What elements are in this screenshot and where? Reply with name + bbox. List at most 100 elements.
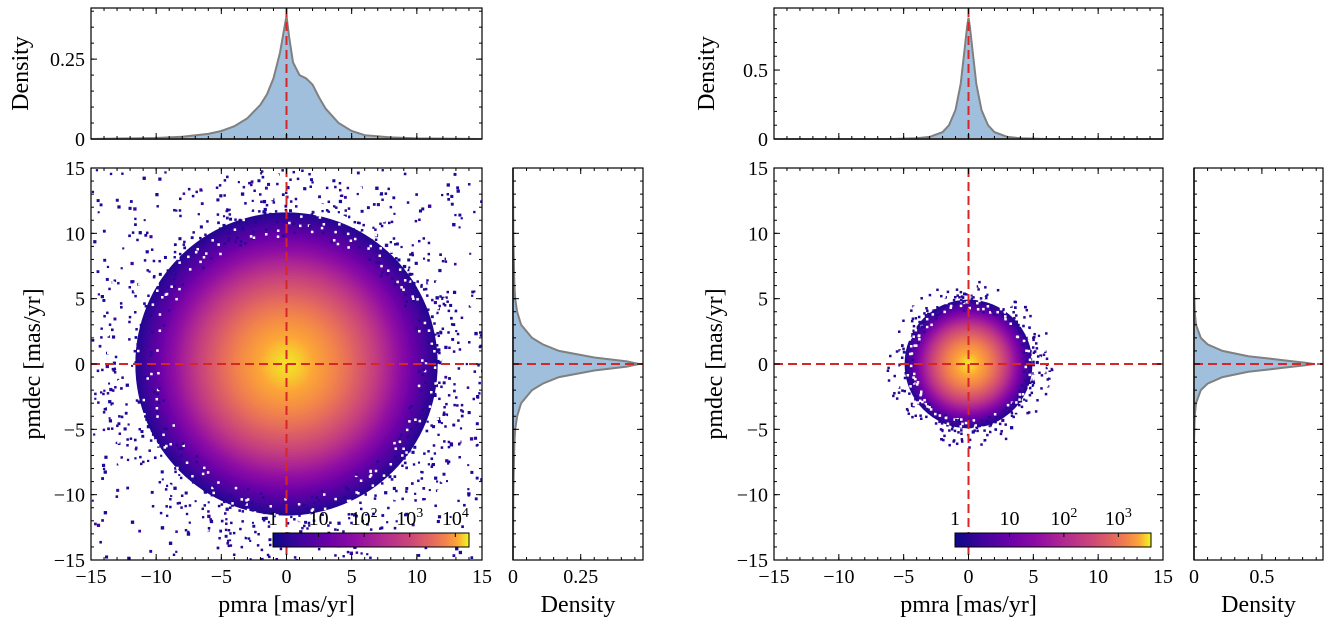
left-edge-speckle	[200, 238, 203, 241]
right-edge-speckle	[912, 376, 915, 379]
left-edge-speckle	[163, 427, 166, 431]
left-scatter-pixel	[113, 279, 117, 283]
left-scatter-pixel	[447, 445, 451, 449]
left-edge-speckle	[262, 519, 266, 522]
left-edge-speckle	[433, 392, 437, 396]
left-edge-speckle	[386, 272, 389, 276]
left-edge-speckle	[390, 250, 393, 253]
right-edge-speckle	[1012, 322, 1016, 326]
left-edge-speckle	[179, 476, 183, 480]
right-edge-speckle	[999, 425, 1003, 429]
left-edge-speckle	[439, 361, 442, 365]
right-edge-speckle	[1014, 414, 1018, 417]
right-edge-speckle	[997, 291, 1000, 294]
right-edge-speckle	[976, 429, 979, 433]
right-edge-speckle	[1019, 400, 1023, 403]
left-edge-speckle	[323, 493, 326, 496]
right-edge-speckle	[996, 288, 1000, 292]
left-scatter-pixel	[453, 172, 457, 176]
left-edge-speckle	[294, 525, 298, 528]
left-edge-speckle	[346, 499, 350, 503]
left-scatter-pixel	[414, 261, 418, 265]
right-edge-speckle	[959, 425, 963, 428]
left-edge-speckle	[205, 252, 208, 255]
left-scatter-pixel	[437, 515, 442, 519]
left-scatter-pixel	[97, 293, 100, 296]
left-edge-speckle	[458, 360, 461, 364]
right-edge-speckle	[1020, 405, 1024, 409]
left-scatter-pixel	[134, 336, 138, 339]
right-edge-speckle	[1001, 314, 1004, 317]
left-edge-speckle	[227, 544, 231, 548]
right-edge-speckle	[1012, 415, 1015, 419]
left-edge-speckle	[106, 333, 110, 337]
left-edge-speckle	[345, 486, 348, 489]
left-scatter-pixel	[160, 470, 164, 474]
left-scatter-pixel	[410, 482, 414, 485]
left-scatter-pixel	[386, 521, 389, 524]
right-edge-speckle	[914, 398, 917, 401]
left-edge-speckle	[331, 519, 334, 522]
left-edge-speckle	[227, 239, 230, 242]
right-edge-speckle	[888, 360, 891, 363]
right-edge-speckle	[950, 428, 954, 431]
left-edge-speckle	[178, 447, 181, 450]
left-edge-speckle	[155, 397, 159, 401]
right-edge-speckle	[933, 309, 937, 312]
left-scatter-pixel	[397, 258, 401, 262]
left-edge-speckle	[157, 371, 160, 375]
right-edge-speckle	[1027, 406, 1030, 410]
left-edge-speckle	[294, 186, 298, 189]
right-edge-speckle	[899, 340, 903, 344]
left-edge-speckle	[319, 522, 323, 526]
left-scatter-pixel	[407, 258, 411, 262]
left-edge-speckle	[176, 466, 179, 470]
left-scatter-pixel	[108, 417, 111, 420]
left-edge-speckle	[404, 293, 407, 296]
left-edge-speckle	[299, 512, 302, 515]
right-scatter-pixel	[951, 425, 955, 428]
left-edge-speckle	[392, 204, 395, 207]
left-edge-speckle	[239, 527, 242, 531]
right-colorbar-label: 10	[999, 508, 1019, 530]
left-edge-speckle	[466, 386, 470, 389]
left-scatter-pixel	[417, 461, 421, 464]
right-edge-speckle	[939, 428, 943, 431]
left-edge-speckle	[272, 201, 276, 204]
right-edge-speckle	[1038, 356, 1042, 359]
right-edge-speckle	[912, 329, 915, 333]
left-scatter-pixel	[96, 523, 101, 527]
left-scatter-pixel	[444, 345, 448, 350]
right-edge-speckle	[900, 356, 904, 359]
left-edge-speckle	[458, 455, 461, 459]
left-colorbar-bar	[272, 532, 470, 548]
left-scatter-pixel	[168, 541, 173, 545]
left-scatter-pixel	[384, 192, 388, 195]
left-edge-speckle	[457, 341, 460, 345]
left-main-ytick-label: −10	[54, 485, 85, 507]
right-main-xlabel: pmra [mas/yr]	[900, 592, 1037, 618]
right-edge-speckle	[999, 307, 1003, 311]
left-edge-speckle	[298, 519, 301, 522]
left-edge-speckle	[236, 236, 239, 240]
left-edge-speckle	[182, 482, 185, 486]
right-edge-speckle	[1048, 369, 1051, 372]
right-edge-speckle	[920, 417, 923, 421]
left-scatter-pixel	[191, 194, 195, 198]
left-edge-speckle	[390, 220, 394, 224]
left-edge-speckle	[230, 521, 233, 525]
left-scatter-pixel	[395, 520, 398, 523]
left-edge-speckle	[282, 198, 286, 202]
left-scatter-pixel	[232, 531, 236, 535]
left-edge-speckle	[161, 222, 164, 225]
right-edge-speckle	[982, 307, 985, 311]
left-edge-speckle	[201, 472, 205, 476]
right-scatter-pixel	[988, 425, 991, 428]
left-edge-speckle	[391, 277, 394, 281]
left-edge-speckle	[193, 492, 196, 496]
left-edge-speckle	[191, 481, 195, 484]
right-scatter-pixel	[936, 306, 939, 309]
left-edge-speckle	[433, 366, 437, 369]
left-edge-speckle	[332, 551, 335, 555]
left-scatter-pixel	[229, 532, 232, 535]
